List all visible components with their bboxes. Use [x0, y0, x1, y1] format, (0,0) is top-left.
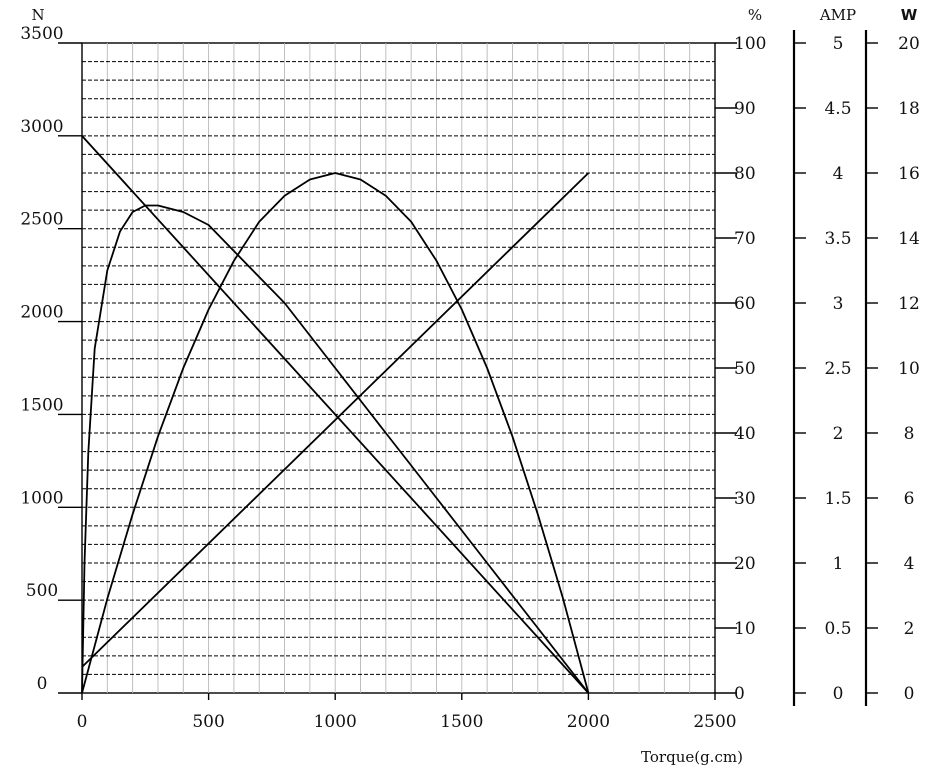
current-tick-label: 1 — [833, 554, 844, 574]
efficiency-tick-label: 100 — [734, 34, 766, 54]
efficiency-tick-label: 90 — [734, 99, 756, 119]
power-tick-label: 14 — [898, 229, 920, 249]
current-tick-label: 0.5 — [824, 619, 851, 639]
speed-curve — [81, 135, 590, 694]
x-tick-label: 2500 — [693, 712, 736, 732]
power-tick-label: 12 — [898, 294, 920, 314]
x-tick-label: 500 — [192, 712, 224, 732]
grid — [82, 43, 715, 693]
x-axis-label: Torque(g.cm) — [641, 748, 743, 766]
efficiency-axis-unit: % — [748, 6, 762, 24]
power-tick-label: 18 — [898, 99, 920, 119]
efficiency-tick-label: 80 — [734, 164, 756, 184]
current-tick-label: 5 — [833, 34, 844, 54]
plot-area — [81, 42, 716, 694]
speed-tick-label: 2500 — [20, 210, 63, 230]
speed-tick-label: 1500 — [20, 395, 63, 415]
efficiency-tick-label: 0 — [734, 684, 745, 704]
x-tick-label: 2000 — [567, 712, 610, 732]
efficiency-tick-label: 30 — [734, 489, 756, 509]
power-tick-label: 2 — [904, 619, 915, 639]
curves — [81, 135, 590, 694]
power-tick-label: 16 — [898, 164, 920, 184]
speed-tick-label: 0 — [37, 674, 48, 694]
power-tick-label: 6 — [904, 489, 915, 509]
speed-tick-label: 3000 — [20, 117, 63, 137]
efficiency-tick-label: 70 — [734, 229, 756, 249]
efficiency-tick-label: 20 — [734, 554, 756, 574]
efficiency-curve — [81, 204, 590, 694]
x-tick-label: 1000 — [314, 712, 357, 732]
speed-tick-label: 3500 — [20, 24, 63, 44]
power-tick-label: 10 — [898, 359, 920, 379]
x-tick-label: 0 — [77, 712, 88, 732]
current-tick-label: 3.5 — [824, 229, 851, 249]
speed-tick-label: 2000 — [20, 303, 63, 323]
power-axis-unit: W — [901, 6, 918, 24]
efficiency-tick-label: 40 — [734, 424, 756, 444]
efficiency-tick-label: 50 — [734, 359, 756, 379]
power-tick-label: 0 — [904, 684, 915, 704]
efficiency-tick-label: 60 — [734, 294, 756, 314]
power-tick-label: 4 — [904, 554, 915, 574]
current-tick-label: 1.5 — [824, 489, 851, 509]
current-curve — [81, 172, 590, 668]
current-tick-label: 3 — [833, 294, 844, 314]
power-curve — [81, 172, 590, 694]
axes — [58, 30, 878, 706]
current-axis-unit: AMP — [819, 6, 856, 24]
current-tick-label: 4.5 — [824, 99, 851, 119]
speed-axis-unit: N — [31, 6, 44, 24]
speed-tick-label: 1000 — [20, 488, 63, 508]
current-tick-label: 2.5 — [824, 359, 851, 379]
power-tick-label: 20 — [898, 34, 920, 54]
current-tick-label: 4 — [833, 164, 844, 184]
efficiency-tick-label: 10 — [734, 619, 756, 639]
current-tick-label: 0 — [833, 684, 844, 704]
current-tick-label: 2 — [833, 424, 844, 444]
speed-tick-label: 500 — [26, 581, 58, 601]
power-tick-label: 8 — [904, 424, 915, 444]
x-tick-label: 1500 — [440, 712, 483, 732]
